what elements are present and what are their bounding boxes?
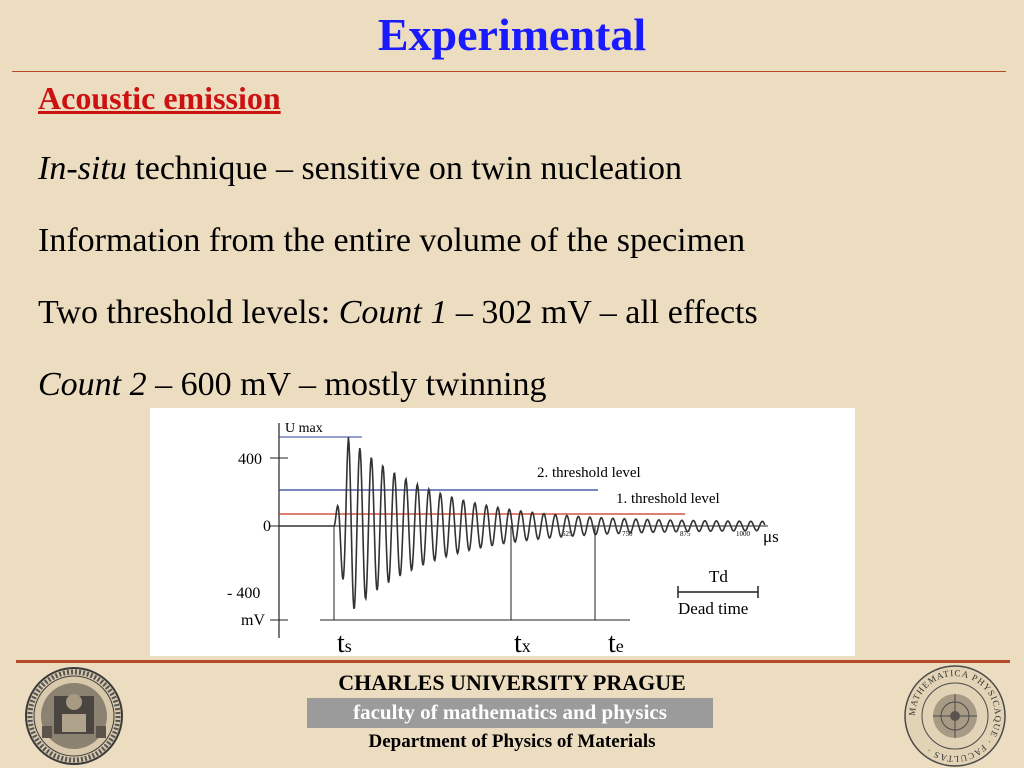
university-seal-logo	[25, 667, 123, 765]
x-tick-625: 625	[562, 530, 573, 538]
count2-text: – 600 mV – mostly twinning	[146, 366, 547, 403]
tx-label: tx	[514, 628, 531, 656]
count1-text: – 302 mV – all effects	[447, 294, 758, 331]
ts-label: ts	[337, 628, 352, 656]
thresholds-intro: Two threshold levels:	[38, 294, 339, 331]
footer-divider	[16, 660, 1010, 663]
x-tick-750: 750	[622, 530, 633, 538]
count1-term: Count 1	[338, 294, 448, 331]
slide-title: Experimental	[377, 9, 647, 60]
x-tick-875: 875	[680, 530, 691, 538]
department-name: Department of Physics of Materials	[368, 731, 656, 752]
university-name: CHARLES UNIVERSITY PRAGUE	[338, 670, 686, 695]
in-situ-text: technique – sensitive on twin nucleation	[126, 150, 682, 187]
bullet-count2: Count 2 – 600 mV – mostly twinning	[38, 366, 546, 404]
faculty-banner: faculty of mathematics and physics	[307, 698, 713, 728]
bullet-thresholds: Two threshold levels: Count 1 – 302 mV –…	[38, 294, 758, 332]
faculty-seal-logo: MATHEMATICA PHYSICAQUE · FACULTAS ·	[904, 665, 1006, 767]
bullet-volume: Information from the entire volume of th…	[38, 222, 746, 259]
title-divider	[12, 71, 1006, 72]
y-unit: mV	[241, 612, 265, 629]
te-label: te	[608, 628, 624, 656]
acoustic-emission-figure: U max 2. threshold level 1. threshold le…	[150, 408, 855, 656]
y-tick-neg400: - 400	[227, 585, 260, 602]
umax-label: U max	[285, 421, 323, 436]
threshold1-label: 1. threshold level	[616, 491, 720, 507]
x-unit: μs	[763, 527, 779, 546]
td-label: Td	[709, 567, 728, 586]
dead-time-label: Dead time	[678, 599, 748, 618]
bullet-in-situ: In-situ technique – sensitive on twin nu…	[38, 150, 682, 188]
threshold2-label: 2. threshold level	[537, 465, 641, 481]
ae-signal-waveform	[279, 437, 766, 610]
section-heading: Acoustic emission	[38, 80, 281, 116]
y-tick-0: 0	[263, 518, 271, 535]
signal-diagram: U max 2. threshold level 1. threshold le…	[227, 421, 779, 656]
in-situ-term: In-situ	[38, 150, 127, 187]
x-tick-1000: 1000	[736, 530, 751, 538]
count2-term: Count 2	[38, 366, 147, 403]
y-tick-400: 400	[238, 451, 262, 468]
